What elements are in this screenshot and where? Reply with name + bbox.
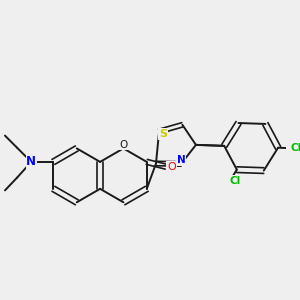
Text: Cl: Cl [291,143,300,153]
Text: N: N [177,155,185,165]
Text: N: N [26,155,36,168]
Text: O: O [119,140,128,150]
Text: S: S [159,129,167,139]
Text: O: O [167,162,176,172]
Text: Cl: Cl [229,176,241,186]
